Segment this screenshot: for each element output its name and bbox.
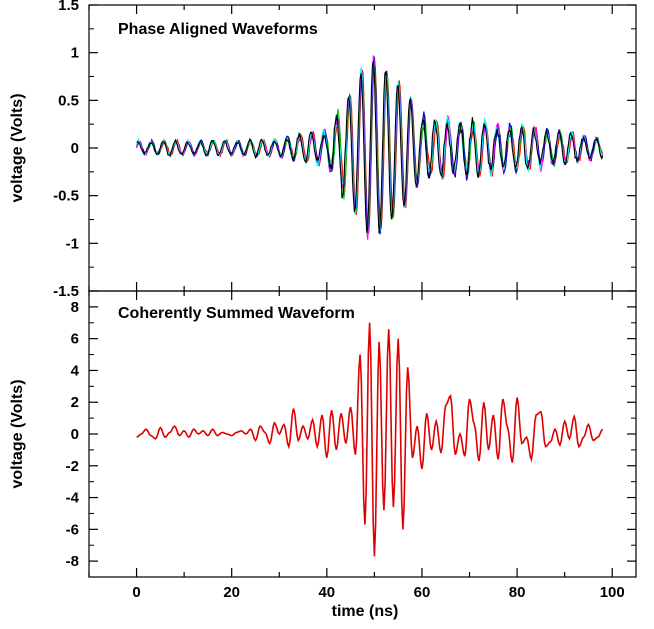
x-tick-label: 20 — [223, 584, 240, 601]
waveform-trace-6 — [136, 60, 604, 234]
y-tick-label: 2 — [71, 394, 79, 411]
y-tick-label: 0.5 — [58, 92, 79, 109]
y-tick-label: -1.5 — [53, 283, 79, 300]
bottom-y-axis-ticks: 8 6 4 2 0 -2 -4 -6 -8 — [66, 299, 636, 570]
y-tick-label: -0.5 — [53, 188, 79, 205]
top-chart-title: Phase Aligned Waveforms — [118, 21, 318, 38]
x-tick-label: 100 — [600, 584, 625, 601]
y-tick-label: 6 — [71, 331, 79, 348]
x-tick-label: 40 — [318, 584, 335, 601]
bottom-y-axis-label: voltage (Volts) — [9, 379, 26, 488]
y-tick-label: -4 — [66, 490, 80, 507]
top-x-axis-ticks — [88, 5, 613, 291]
phase-aligned-panel: 1.5 1 0.5 0 -0.5 -1 -1.5 Phase Aligned Wavefor… — [9, 0, 637, 300]
y-tick-label: 0 — [71, 140, 79, 157]
top-y-axis-label: voltage (Volts) — [9, 93, 26, 202]
top-y-axis-ticks: 1.5 1 0.5 0 -0.5 -1 -1.5 — [53, 0, 636, 300]
y-tick-label: 4 — [71, 362, 80, 379]
y-tick-label: -8 — [66, 553, 79, 570]
y-tick-label: 1 — [71, 45, 79, 62]
y-tick-label: 1.5 — [58, 0, 79, 14]
x-tick-label: 80 — [509, 584, 526, 601]
y-tick-label: 0 — [71, 426, 79, 443]
y-tick-label: -1 — [66, 235, 79, 252]
top-plot-frame — [88, 4, 637, 292]
y-tick-label: 8 — [71, 299, 79, 316]
x-tick-label: 60 — [414, 584, 431, 601]
bottom-x-axis-ticks: 0 20 40 60 80 100 — [88, 291, 625, 601]
x-axis-label: time (ns) — [332, 603, 399, 620]
y-tick-label: -6 — [66, 521, 79, 538]
bottom-chart-title: Coherently Summed Waveform — [118, 305, 355, 322]
top-series-group — [136, 55, 604, 240]
bottom-series-group — [136, 322, 604, 557]
summed-waveform-line — [136, 322, 604, 557]
x-tick-label: 0 — [132, 584, 140, 601]
y-tick-label: -2 — [66, 458, 79, 475]
